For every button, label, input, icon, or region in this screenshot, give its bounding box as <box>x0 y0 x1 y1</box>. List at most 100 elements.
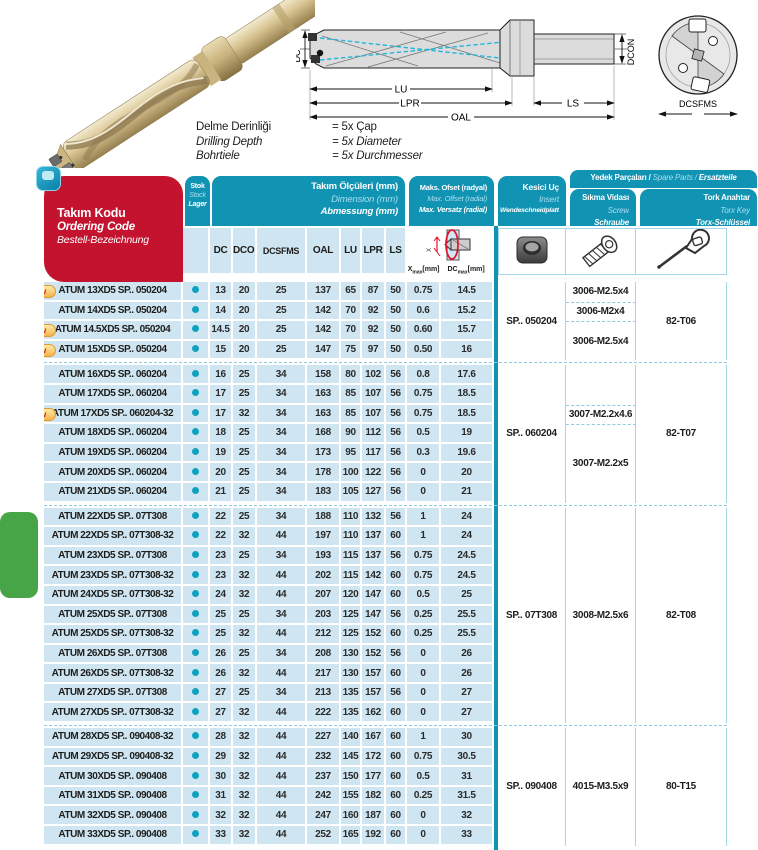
dim-value-cell: 0.25 <box>407 786 441 807</box>
dim-value-cell: 115 <box>341 546 362 567</box>
dim-value-cell: 0.75 <box>407 384 441 405</box>
dim-value-cell: 23 <box>210 546 233 567</box>
ordering-code-cell: ATUM 16XD5 SP.. 060204 <box>44 365 183 385</box>
group-separator <box>44 503 727 508</box>
table-row: ATUM 22XD5 SP.. 07T308-32 22 32 44 197 110 137… <box>44 527 727 547</box>
stock-dot-icon <box>192 345 199 353</box>
dim-label-oal: OAL <box>451 113 471 124</box>
table-row: ATUM 28XD5 SP.. 090408-32 28 32 44 227 140 167… <box>44 728 727 846</box>
ordering-code-cell: ATUM 33XD5 SP.. 090408 <box>44 826 183 846</box>
dim-value-cell: 56 <box>386 384 407 405</box>
ordering-code-cell: ATUM 23XD5 SP.. 07T308-32 <box>44 566 183 586</box>
new-badge: ◂ new <box>44 285 56 298</box>
screw-image <box>581 235 617 268</box>
dim-value-cell: 44 <box>257 728 307 748</box>
stock-cell <box>183 728 210 748</box>
dim-value-cell: 34 <box>257 482 307 503</box>
dim-value-cell: 147 <box>362 605 386 626</box>
section-tab <box>0 512 38 598</box>
stock-subheader <box>183 228 210 276</box>
stock-dot-icon <box>192 771 199 779</box>
table-row: ATUM 23XD5 SP.. 07T308 23 25 34 193 115 137 56 0… <box>44 546 727 567</box>
ordering-code-cell: ATUM 27XD5 SP.. 07T308-32 <box>44 703 183 724</box>
dim-value-cell: 44 <box>257 767 307 787</box>
screw-image-cell <box>566 228 636 276</box>
dim-value-cell: 247 <box>307 806 341 827</box>
dim-value-cell: 0.50 <box>407 340 441 361</box>
dim-value-cell: 127 <box>362 482 386 503</box>
dim-value-cell: 20 <box>233 321 257 341</box>
dim-value-cell: 0.75 <box>407 747 441 768</box>
dim-value-cell: 60 <box>386 786 407 807</box>
table-row: ATUM 27XD5 SP.. 07T308 27 25 34 213 135 157 56 0… <box>44 683 727 704</box>
dim-value-cell: 20 <box>233 340 257 361</box>
dim-label-dcsfms: DCSFMS <box>679 99 717 109</box>
dim-value-cell: 56 <box>386 424 407 444</box>
dim-value-cell: 17 <box>210 404 233 425</box>
dim-value-cell: 213 <box>307 683 341 704</box>
dim-value-cell: 177 <box>362 767 386 787</box>
dim-value-cell: 44 <box>257 806 307 827</box>
dim-value-cell: 15.7 <box>441 321 494 341</box>
dim-value-cell: 25.5 <box>441 605 494 626</box>
dim-value-cell: 25 <box>233 365 257 385</box>
dim-value-cell: 120 <box>341 585 362 606</box>
dim-value-cell: 137 <box>362 546 386 567</box>
group-separator <box>44 360 727 365</box>
stock-cell <box>183 463 210 483</box>
dim-value-cell: 85 <box>341 404 362 425</box>
insert-code-cell: SP.. 07T308 <box>498 507 566 724</box>
stock-header: Stok Stock Lager <box>185 176 210 226</box>
stock-dot-icon <box>192 830 199 838</box>
dim-value-cell: 150 <box>341 767 362 787</box>
screw-code-cell: 3006-M2.5x4 <box>566 282 636 302</box>
dcmax-column-label: DCmax[mm] <box>447 266 485 276</box>
stock-cell <box>183 644 210 665</box>
dim-value-cell: 30.5 <box>441 747 494 768</box>
dim-value-cell: 30 <box>441 728 494 748</box>
dim-value-cell: 25 <box>233 546 257 567</box>
svg-text:X: X <box>427 248 433 252</box>
dim-value-cell: 23 <box>210 566 233 586</box>
dim-value-cell: 100 <box>341 463 362 483</box>
dim-value-cell: 25 <box>233 644 257 665</box>
dim-value-cell: 25 <box>257 282 307 302</box>
ordering-code-cell: ATUM 27XD5 SP.. 07T308 <box>44 683 183 704</box>
dim-value-cell: 60 <box>386 728 407 748</box>
dim-value-cell: 0.75 <box>407 566 441 586</box>
dim-value-cell: 34 <box>257 644 307 665</box>
table-row: ATUM 18XD5 SP.. 060204 18 25 34 168 90 112 56 0.… <box>44 424 727 503</box>
table-row: ATUM 22XD5 SP.. 07T308 22 25 34 188 110 132 56 1… <box>44 507 727 724</box>
dim-value-cell: 0.75 <box>407 404 441 425</box>
dim-value-cell: 56 <box>386 546 407 567</box>
dim-value-cell: 60 <box>386 806 407 827</box>
group-separator <box>44 723 727 728</box>
dim-value-cell: 25.5 <box>441 625 494 645</box>
stock-cell <box>183 566 210 586</box>
dim-value-cell: 20 <box>233 282 257 302</box>
dim-value-cell: 187 <box>362 806 386 827</box>
dim-value-cell: 26 <box>210 664 233 684</box>
dim-value-cell: 32 <box>233 404 257 425</box>
dim-value-cell: 24 <box>441 527 494 547</box>
dim-value-cell: 32 <box>210 806 233 827</box>
screw-code-cell: 3006-M2x4 <box>566 301 636 322</box>
dim-value-cell: 14 <box>210 301 233 322</box>
dim-value-cell: 56 <box>386 365 407 385</box>
screw-code-cell: 3006-M2.5x4 <box>566 321 636 361</box>
stock-cell <box>183 282 210 302</box>
dim-value-cell: 32 <box>233 728 257 748</box>
dim-value-cell: 142 <box>362 566 386 586</box>
dim-value-cell: 70 <box>341 301 362 322</box>
dim-value-cell: 173 <box>307 443 341 464</box>
dim-value-cell: 32 <box>233 767 257 787</box>
dim-value-cell: 107 <box>362 404 386 425</box>
dim-value-cell: 0.75 <box>407 546 441 567</box>
max-offset-header: Maks. Ofset (radyal) Max. Offset (radial… <box>409 176 494 226</box>
stock-dot-icon <box>192 428 199 436</box>
stock-cell <box>183 321 210 341</box>
ordering-code-cell: ATUM 29XD5 SP.. 090408-32 <box>44 747 183 768</box>
dim-value-cell: 137 <box>362 527 386 547</box>
dim-value-cell: 56 <box>386 404 407 425</box>
dim-value-cell: 237 <box>307 767 341 787</box>
